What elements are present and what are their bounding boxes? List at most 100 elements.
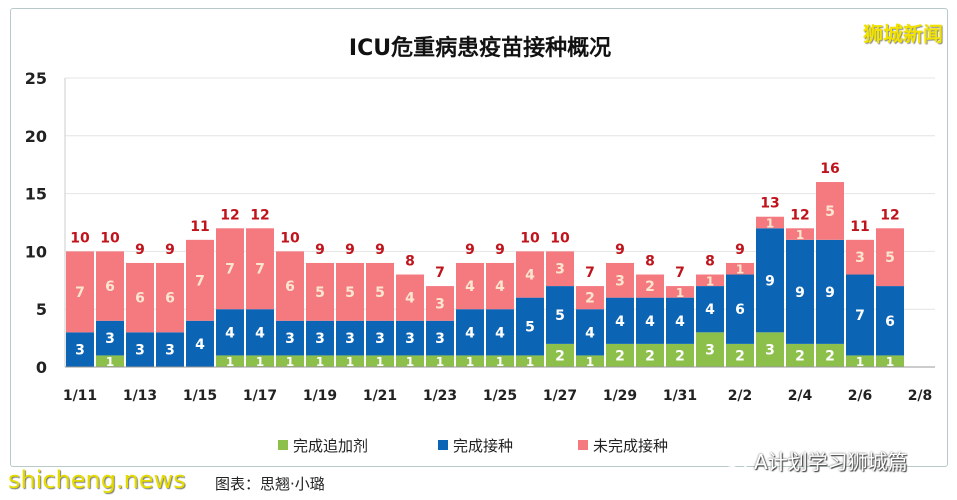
wechat-account: A计划学习狮城篇 (754, 450, 908, 474)
caption: 图表：思翘·小璐 (215, 475, 325, 493)
segment-value-label: 1 (886, 355, 894, 369)
x-tick-label: 1/27 (543, 388, 577, 404)
segment-value-label: 1 (586, 355, 594, 369)
bar-segment (276, 355, 304, 367)
bar-segment (606, 343, 634, 367)
bar-segment (366, 262, 394, 321)
segment-value-label: 5 (825, 204, 835, 220)
bar-segment (546, 251, 574, 287)
segment-value-label: 7 (855, 308, 865, 324)
bar-segment (96, 320, 124, 356)
bar-segment (186, 320, 214, 367)
y-tick-label: 5 (36, 300, 47, 319)
total-value-label: 8 (405, 254, 415, 270)
segment-value-label: 4 (195, 337, 205, 353)
segment-value-label: 4 (225, 325, 235, 341)
segment-value-label: 3 (765, 343, 775, 359)
bar-segment (336, 355, 364, 367)
x-tick-label: 1/19 (303, 388, 337, 404)
total-value-label: 9 (135, 242, 145, 258)
bar-segment (186, 239, 214, 321)
bar-segment (576, 309, 604, 356)
brand-watermark: 狮城新闻 (863, 22, 943, 46)
segment-value-label: 9 (765, 273, 775, 289)
total-value-label: 10 (70, 230, 90, 246)
segment-value-label: 1 (286, 355, 294, 369)
segment-value-label: 2 (555, 348, 565, 364)
total-value-label: 10 (100, 230, 120, 246)
segment-value-label: 1 (706, 274, 714, 288)
bar-segment (216, 355, 244, 367)
total-value-label: 8 (705, 254, 715, 270)
bar-segment (246, 309, 274, 356)
bar-segment (96, 355, 124, 367)
bar-segment (666, 297, 694, 344)
bar-segment (246, 228, 274, 310)
bar-segment (846, 355, 874, 367)
segment-value-label: 1 (256, 355, 264, 369)
segment-value-label: 5 (375, 285, 385, 301)
x-tick-label: 1/25 (483, 388, 517, 404)
segment-value-label: 9 (795, 285, 805, 301)
segment-value-label: 3 (555, 262, 565, 278)
bar-segment (426, 286, 454, 321)
segment-value-label: 3 (285, 331, 295, 347)
segment-value-label: 1 (526, 355, 534, 369)
y-tick-label: 25 (25, 69, 47, 88)
segment-value-label: 3 (105, 331, 115, 347)
segment-value-label: 3 (345, 331, 355, 347)
bar-segment (756, 216, 784, 229)
bar-segment (726, 262, 754, 275)
bar-segment (486, 309, 514, 356)
segment-value-label: 7 (195, 273, 205, 289)
bar-segment (396, 355, 424, 367)
bar-segment (696, 274, 724, 287)
segment-value-label: 3 (315, 331, 325, 347)
total-value-label: 7 (435, 265, 445, 281)
x-tick-label: 1/29 (603, 388, 637, 404)
bar-segment (486, 262, 514, 310)
segment-value-label: 3 (435, 331, 445, 347)
segment-value-label: 4 (465, 325, 475, 341)
segment-value-label: 1 (856, 355, 864, 369)
segment-value-label: 4 (615, 314, 625, 330)
segment-value-label: 4 (255, 325, 265, 341)
bar-segment (306, 320, 334, 356)
bar-segment (366, 320, 394, 356)
x-tick-label: 1/13 (123, 388, 157, 404)
legend-label: 未完成接种 (593, 437, 668, 455)
total-value-label: 9 (465, 242, 475, 258)
x-tick-label: 1/15 (183, 388, 217, 404)
chart-title: ICU危重病患疫苗接种概况 (349, 35, 611, 61)
legend-swatch (438, 440, 448, 450)
bar-segment (66, 251, 94, 333)
bar-segment (246, 355, 274, 367)
x-tick-label: 1/17 (243, 388, 277, 404)
segment-value-label: 3 (75, 343, 85, 359)
bar-segment (216, 228, 244, 310)
segment-value-label: 2 (585, 291, 595, 307)
bar-segment (336, 320, 364, 356)
segment-value-label: 1 (496, 355, 504, 369)
site-watermark: shicheng.news (8, 466, 186, 494)
segment-value-label: 5 (315, 285, 325, 301)
bar-segment (546, 343, 574, 367)
segment-value-label: 1 (676, 286, 684, 300)
segment-value-label: 3 (165, 343, 175, 359)
segment-value-label: 1 (376, 355, 384, 369)
bar-segment (756, 228, 784, 333)
x-tick-label: 2/2 (728, 388, 753, 404)
bar-segment (666, 286, 694, 298)
segment-value-label: 1 (736, 263, 744, 277)
bar-segment (876, 355, 904, 367)
x-tick-label: 2/6 (848, 388, 873, 404)
segment-value-label: 9 (825, 285, 835, 301)
y-tick-label: 0 (36, 358, 47, 377)
segment-value-label: 4 (585, 325, 595, 341)
bar-segment (696, 332, 724, 367)
segment-value-label: 5 (555, 308, 565, 324)
legend-swatch (578, 440, 588, 450)
total-value-label: 9 (495, 242, 505, 258)
bar-segment (426, 320, 454, 356)
total-value-label: 9 (735, 242, 745, 258)
